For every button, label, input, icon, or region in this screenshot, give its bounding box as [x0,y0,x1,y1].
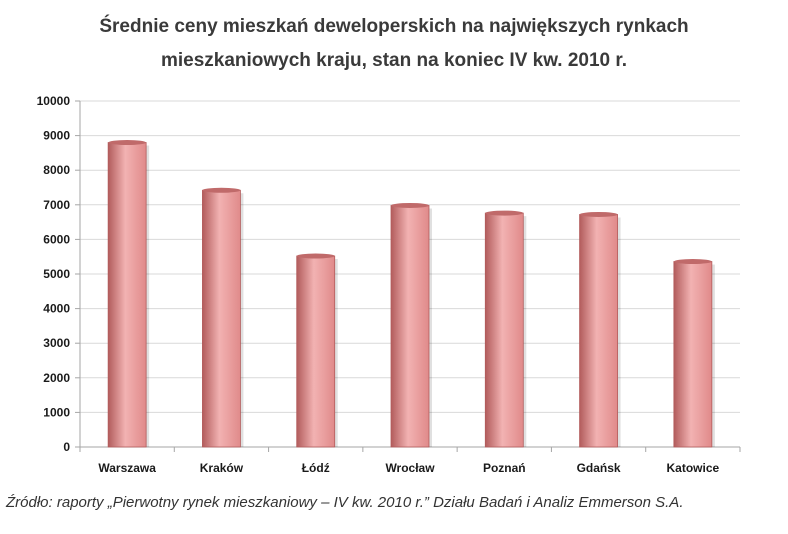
bar-layer [107,140,715,448]
y-tick-label: 0 [63,440,70,454]
bar-łódź [296,255,336,448]
bar-top-cap [673,259,712,265]
bar-kraków [202,189,241,448]
bar-wrocław [390,205,430,448]
bar-gdańsk [579,214,618,448]
x-category-label: Gdańsk [577,461,621,475]
bar-top-cap [485,210,524,216]
chart-title-line-1: Średnie ceny mieszkań deweloperskich na … [99,15,688,37]
bar-top-cap [108,140,147,146]
x-category-label: Katowice [667,461,720,475]
y-tick-label: 5000 [43,267,70,281]
bar-top-cap [579,211,618,217]
bar-poznań [484,212,524,448]
x-category-label: Wrocław [385,461,435,475]
y-tick-label: 9000 [43,129,70,143]
y-tick-label: 8000 [43,163,70,177]
y-tick-label: 7000 [43,198,70,212]
y-tick-label: 2000 [43,371,70,385]
chart-title-line-2: mieszkaniowych kraju, stan na koniec IV … [161,50,627,71]
y-tick-label: 10000 [37,94,71,108]
y-tick-label: 3000 [43,336,70,350]
bar-top-cap [391,202,429,208]
source-note: Źródło: raporty „Pierwotny rynek mieszka… [6,494,684,511]
x-category-label: Łódź [302,461,330,475]
y-tick-label: 4000 [43,302,70,316]
x-category-label: Kraków [200,461,244,475]
y-tick-label: 1000 [43,405,70,419]
y-tick-label: 6000 [43,232,70,246]
bar-katowice [673,261,713,448]
label-layer: 0 1000 2000 3000 4000 5000 6000 7000 8000 9000 100… [37,94,720,475]
x-category-label: Poznań [483,461,526,475]
bar-top-cap [296,253,335,259]
x-category-label: Warszawa [98,461,156,475]
bar-top-cap [202,187,241,193]
bar-warszawa [107,142,147,448]
